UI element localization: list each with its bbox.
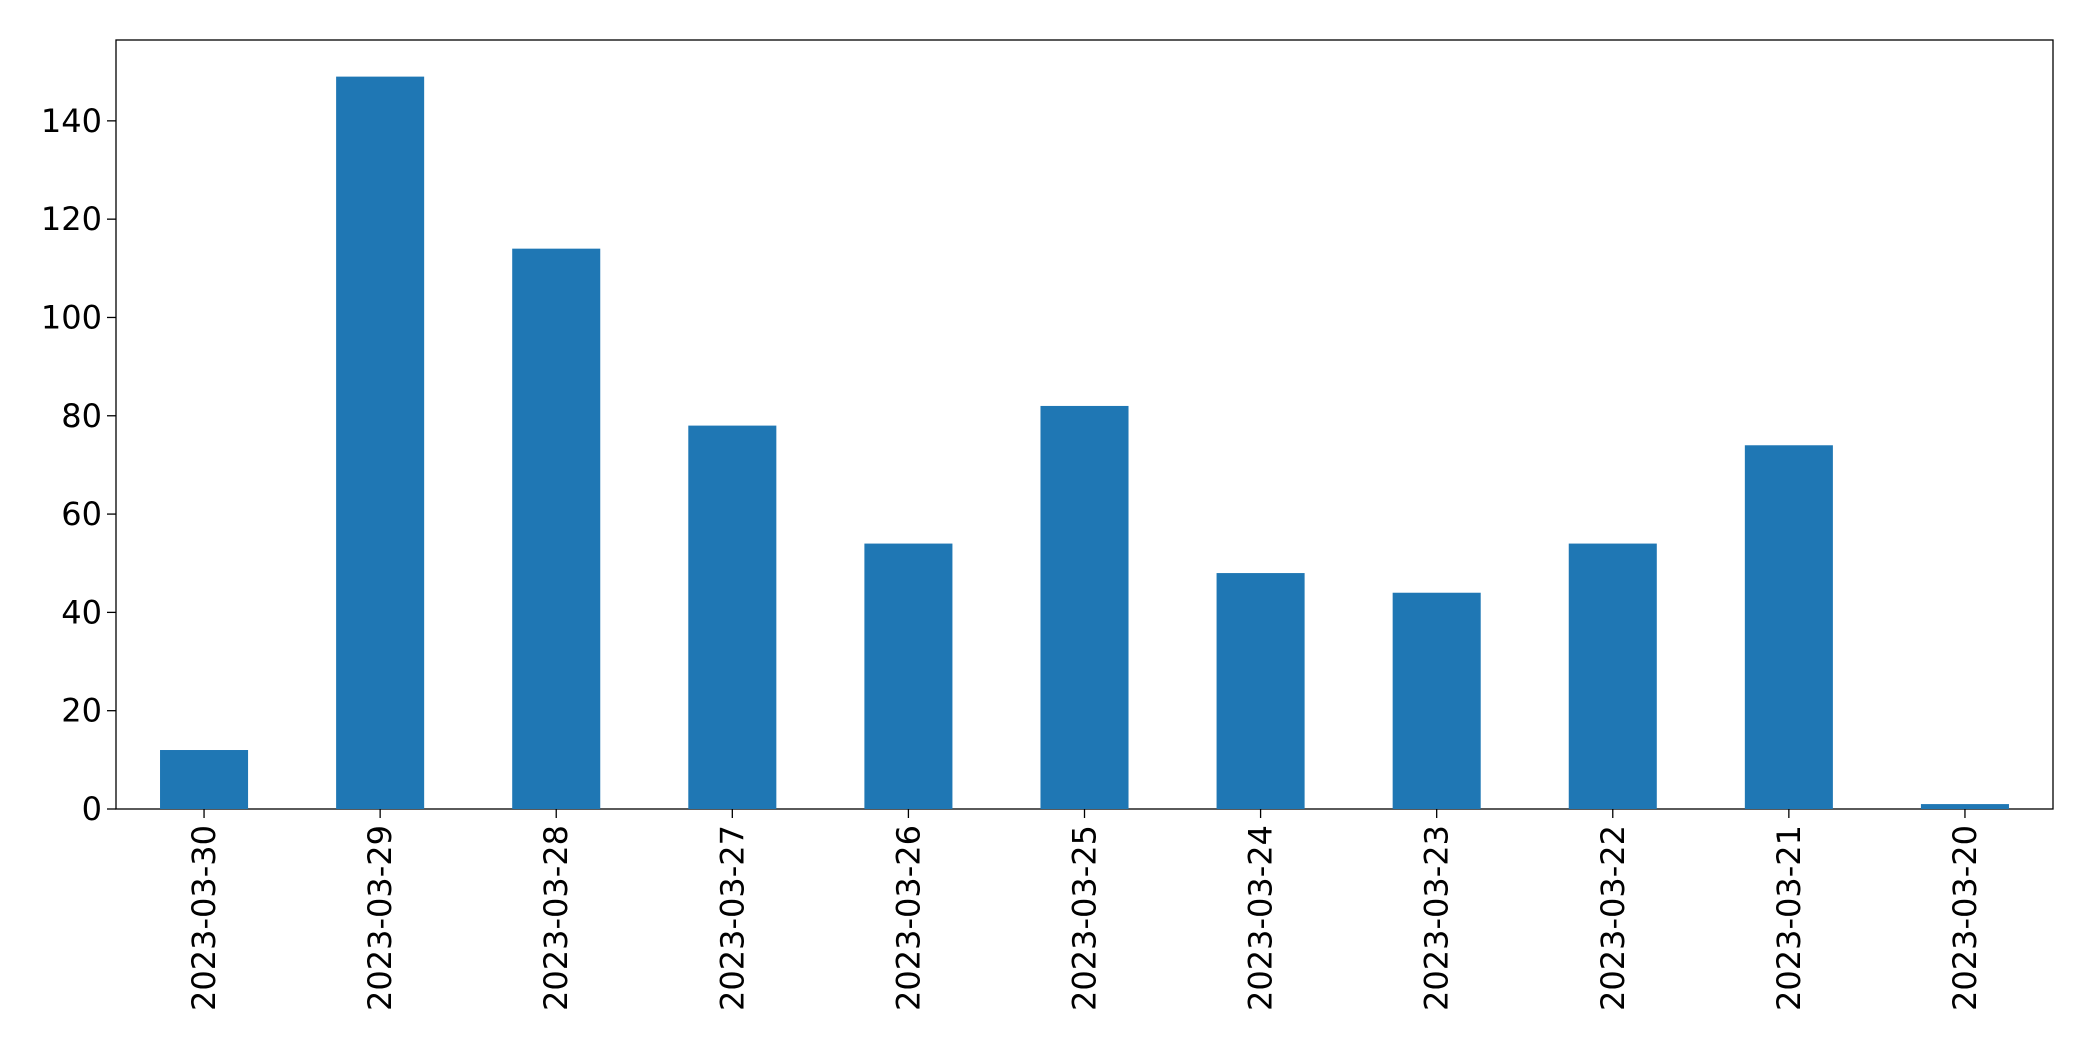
bar: [1040, 405, 1129, 809]
y-tick-label: 80: [61, 397, 102, 435]
bar: [1744, 445, 1833, 809]
x-tick-label: 2023-03-27: [713, 825, 751, 1011]
y-tick-label: 0: [82, 790, 102, 828]
x-tick-label: 2023-03-22: [1594, 825, 1632, 1011]
bar: [336, 76, 425, 810]
x-tick-label: 2023-03-20: [1946, 825, 1984, 1011]
bar: [1392, 592, 1481, 809]
y-tick-label: 20: [61, 692, 102, 730]
x-tick-label: 2023-03-30: [185, 825, 223, 1011]
bar: [1568, 543, 1657, 809]
bar: [864, 543, 953, 809]
y-tick-label: 120: [41, 200, 102, 238]
y-tick-label: 100: [41, 298, 102, 336]
x-tick-label: 2023-03-28: [537, 825, 575, 1011]
bar: [1920, 804, 2009, 809]
bar: [1216, 573, 1305, 809]
x-tick-label: 2023-03-25: [1066, 825, 1104, 1011]
x-tick-label: 2023-03-29: [361, 825, 399, 1011]
bar: [512, 248, 601, 809]
x-tick-label: 2023-03-21: [1770, 825, 1808, 1011]
x-tick-label: 2023-03-23: [1418, 825, 1456, 1011]
y-tick-label: 40: [61, 593, 102, 631]
x-tick-label: 2023-03-26: [889, 825, 927, 1011]
y-tick-label: 140: [41, 102, 102, 140]
bar: [160, 750, 249, 809]
bar: [688, 425, 777, 809]
x-tick-label: 2023-03-24: [1242, 825, 1280, 1011]
y-tick-label: 60: [61, 495, 102, 533]
